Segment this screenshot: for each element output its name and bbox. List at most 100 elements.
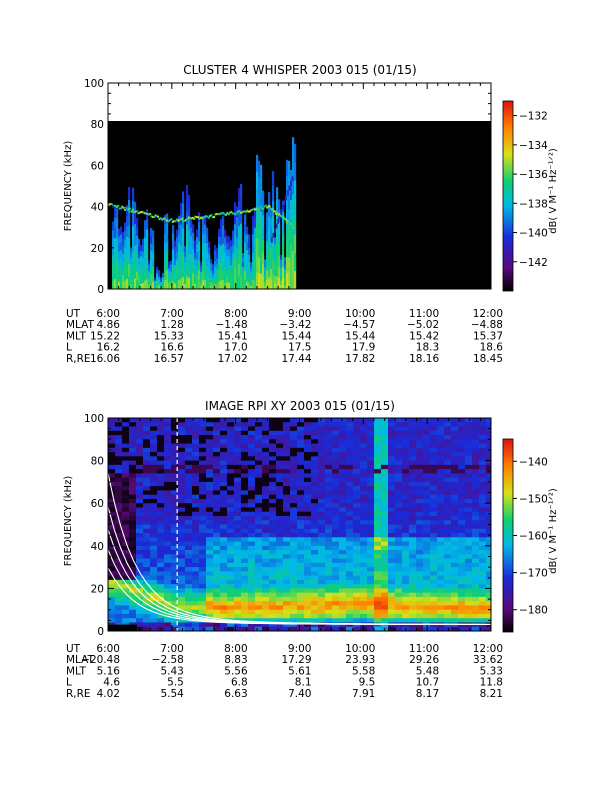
spectrogram-cell [304,435,312,440]
spectrogram-cell [472,541,480,547]
spectrogram-cell [479,435,487,440]
spectrogram-cell [451,613,459,619]
spectral-column [220,253,223,264]
spectral-column [168,268,171,273]
spectrogram-cell [451,533,459,538]
spectrogram-cell [465,584,473,589]
spectral-column [114,206,117,218]
spectrogram-cell [465,430,473,436]
spectrogram-cell [269,622,277,628]
spectral-column [180,267,183,279]
spectral-column [122,274,125,283]
spectrogram-cell [234,460,242,466]
spectral-column [172,273,175,282]
spectrogram-cell [430,511,438,517]
spectrogram-cell [262,618,270,623]
spectrogram-cell [416,613,424,619]
spectrogram-cell [108,592,116,598]
spectral-column [154,277,157,280]
spectrogram-cell [129,533,137,538]
spectrogram-cell [486,588,491,594]
spectrogram-cell [339,481,347,487]
spectrogram-cell [402,439,410,444]
spectrogram-cell [346,447,354,453]
spectrogram-cell [136,609,144,615]
spectral-column [244,251,247,262]
spectrogram-cell [227,571,235,577]
spectrogram-cell [311,613,319,619]
spectral-column [280,263,283,268]
spectral-column [148,285,151,289]
spectral-column [232,252,235,261]
spectrogram-cell [171,571,179,577]
spectral-column [218,236,221,245]
spectrogram-cell [325,473,333,479]
spectrogram-cell [346,515,354,521]
spectral-column [230,258,233,265]
spectrogram-cell [234,541,242,547]
upper-band-point [219,212,222,215]
spectrogram-cell [304,567,312,572]
spectral-column [156,269,159,273]
spectral-column [194,276,197,284]
spectrogram-cell [234,443,242,449]
spectrogram-cell [192,609,200,615]
spectrogram-cell [444,473,452,479]
spectrogram-cell [402,490,410,496]
spectrogram-cell [430,618,438,623]
spectrogram-cell [451,562,459,568]
spectrogram-cell [206,460,214,466]
spectral-column [186,198,189,212]
spectrogram-cell [353,537,361,542]
spectrogram-cell [199,426,207,432]
spectrogram-cell [234,545,242,551]
spectral-column [264,277,267,282]
upper-band-point [248,210,251,213]
spectrogram-cell [304,477,312,483]
spectral-column [198,241,201,251]
spectral-column [232,237,235,246]
spectrogram-cell [388,464,396,470]
spectrogram-cell [304,520,312,525]
spectrogram-cell [423,481,431,487]
spectrogram-cell [409,464,417,470]
spectrogram-cell [206,498,214,504]
spectrogram-cell [227,558,235,564]
spectrogram-cell [451,609,459,615]
spectrogram-cell [451,490,459,496]
spectrogram-cell [115,486,123,491]
spectral-column [236,247,239,259]
spectrogram-cell [269,562,277,568]
upper-band-point [153,216,156,219]
spectrogram-cell [199,498,207,504]
spectrogram-cell [430,418,438,423]
upper-band-point [239,211,242,214]
spectral-column [154,286,157,288]
spectrogram-cell [248,511,256,517]
ephemeris-value: 8.17 [416,688,439,700]
spectral-column [188,218,191,231]
spectrogram-cell [290,567,298,572]
spectral-column [270,228,273,239]
spectrogram-cell [164,562,172,568]
spectral-column [192,224,195,233]
spectrogram-cell [304,579,312,585]
spectrogram-cell [143,481,151,487]
spectral-column [138,270,141,277]
upper-band-point [250,209,253,212]
spectral-column [194,252,197,259]
spectrogram-cell [430,435,438,440]
spectrogram-cell [136,524,144,530]
spectral-column [114,268,117,280]
spectrogram-cell [213,579,221,585]
spectrogram-cell [458,588,466,594]
spectral-column [132,263,135,277]
spectrogram-cell [451,584,459,589]
spectrogram-cell [269,533,277,538]
spectrogram-cell [143,558,151,564]
spectrogram-cell [360,524,368,530]
spectrogram-cell [423,498,431,504]
spectral-column [238,225,241,239]
spectrogram-cell [164,418,172,423]
spectrogram-cell [283,435,291,440]
